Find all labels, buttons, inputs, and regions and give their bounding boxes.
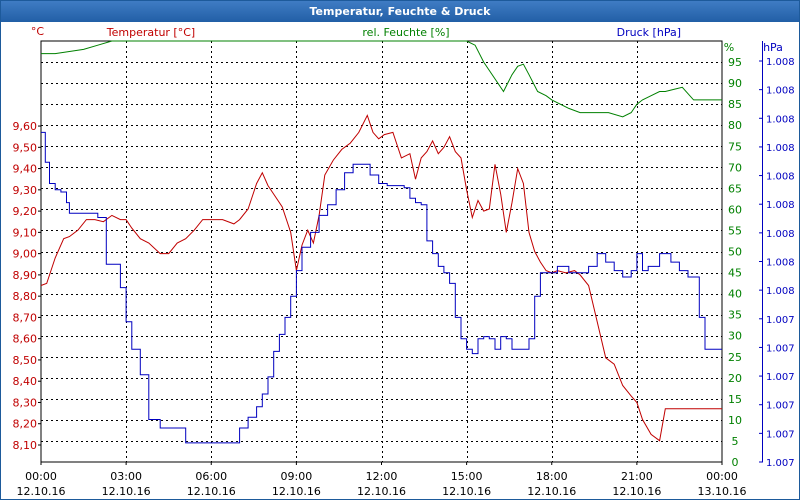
humidity-tick-label: 40 (728, 288, 742, 301)
pressure-tick-label: 1.008 (766, 114, 795, 125)
pressure-tick-label: 1.007 (766, 372, 795, 383)
x-tick-time-label: 06:00 (195, 470, 227, 483)
temperature-tick-label: 9,10 (13, 226, 38, 239)
window-title: Temperatur, Feuchte & Druck (309, 5, 491, 18)
temperature-tick-label: 9,00 (13, 248, 38, 261)
x-tick-time-label: 09:00 (281, 470, 313, 483)
pressure-axis-title: Druck [hPa] (617, 26, 681, 39)
x-tick-time-label: 15:00 (451, 470, 483, 483)
humidity-tick-label: 95 (728, 56, 742, 69)
temperature-tick-label: 9,50 (13, 141, 38, 154)
humidity-tick-label: 75 (728, 140, 742, 153)
temperature-tick-label: 8,60 (13, 333, 38, 346)
pressure-tick-label: 1.008 (766, 143, 795, 154)
temperature-tick-label: 8,20 (13, 418, 38, 431)
x-tick-time-label: 00:00 (25, 470, 57, 483)
x-tick-date-label: 12.10.16 (272, 485, 321, 498)
pressure-unit-label: hPa (763, 41, 783, 54)
pressure-tick-label: 1.007 (766, 315, 795, 326)
humidity-tick-label: 55 (728, 224, 742, 237)
x-tick-time-label: 03:00 (110, 470, 142, 483)
humidity-tick-label: 5 (732, 435, 739, 448)
temperature-axis-title: Temperatur [°C] (106, 26, 195, 39)
pressure-tick-label: 1.008 (766, 172, 795, 183)
window-title-bar: Temperatur, Feuchte & Druck (1, 1, 799, 22)
x-tick-time-label: 21:00 (621, 470, 653, 483)
humidity-tick-label: 65 (728, 182, 742, 195)
pressure-tick-label: 1.008 (766, 229, 795, 240)
humidity-tick-label: 20 (728, 372, 742, 385)
x-tick-date-label: 12.10.16 (357, 485, 406, 498)
pressure-tick-label: 1.007 (766, 458, 795, 469)
x-tick-time-label: 12:00 (366, 470, 398, 483)
pressure-tick-label: 1.008 (766, 57, 795, 68)
humidity-tick-label: 50 (728, 246, 742, 259)
humidity-series-line (41, 40, 722, 118)
x-tick-time-label: 00:00 (706, 470, 738, 483)
x-tick-date-label: 12.10.16 (102, 485, 151, 498)
x-tick-date-label: 12.10.16 (187, 485, 236, 498)
temperature-tick-label: 9,20 (13, 205, 38, 218)
temperature-tick-label: 8,50 (13, 354, 38, 367)
humidity-tick-label: 45 (728, 267, 742, 280)
humidity-tick-label: 70 (728, 161, 742, 174)
humidity-tick-label: 10 (728, 414, 742, 427)
x-tick-date-label: 12.10.16 (17, 485, 66, 498)
temperature-tick-label: 8,70 (13, 311, 38, 324)
plot-area (40, 40, 723, 463)
temperature-tick-label: 8,10 (13, 439, 38, 452)
x-tick-date-label: 12.10.16 (527, 485, 576, 498)
pressure-tick-label: 1.008 (766, 286, 795, 297)
humidity-tick-label: 90 (728, 77, 742, 90)
pressure-series-line (41, 131, 722, 444)
humidity-tick-label: 35 (728, 309, 742, 322)
pressure-tick-label: 1.008 (766, 258, 795, 269)
humidity-tick-label: 15 (728, 393, 742, 406)
temperature-unit-label: °C (31, 25, 45, 38)
pressure-tick-label: 1.007 (766, 401, 795, 412)
temperature-tick-label: 9,60 (13, 120, 38, 133)
temperature-tick-label: 9,40 (13, 163, 38, 176)
temperature-series-line (40, 114, 722, 442)
temperature-tick-label: 8,30 (13, 396, 38, 409)
x-tick-time-label: 18:00 (536, 470, 568, 483)
temperature-tick-label: 8,40 (13, 375, 38, 388)
x-tick-date-label: 12.10.16 (442, 485, 491, 498)
humidity-tick-label: 25 (728, 351, 742, 364)
temperature-tick-label: 8,90 (13, 269, 38, 282)
humidity-unit-label: % (724, 41, 734, 54)
pressure-tick-label: 1.008 (766, 200, 795, 211)
temperature-tick-label: 9,30 (13, 184, 38, 197)
pressure-tick-label: 1.007 (766, 429, 795, 440)
x-tick-date-label: 13.10.16 (698, 485, 747, 498)
humidity-tick-label: 85 (728, 98, 742, 111)
pressure-tick-label: 1.008 (766, 86, 795, 97)
temperature-tick-label: 8,80 (13, 290, 38, 303)
humidity-tick-label: 60 (728, 203, 742, 216)
humidity-tick-label: 30 (728, 330, 742, 343)
humidity-tick-label: 0 (732, 456, 739, 469)
pressure-tick-label: 1.007 (766, 343, 795, 354)
humidity-tick-label: 80 (728, 119, 742, 132)
x-tick-date-label: 12.10.16 (612, 485, 661, 498)
humidity-axis-title: rel. Feuchte [%] (362, 26, 449, 39)
